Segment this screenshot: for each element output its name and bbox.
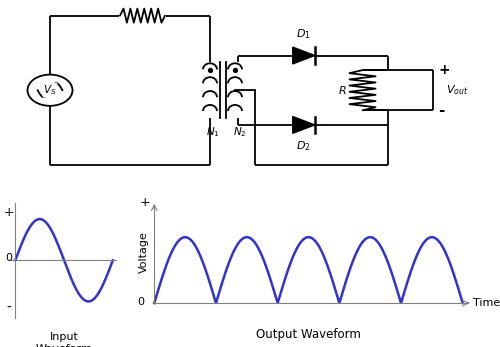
Text: +: +	[438, 63, 450, 77]
Text: $V_{out}$: $V_{out}$	[446, 83, 469, 97]
Text: Output Waveform: Output Waveform	[256, 328, 361, 341]
Text: $D_2$: $D_2$	[296, 139, 311, 153]
Text: -: -	[6, 301, 11, 315]
Text: $D_1$: $D_1$	[296, 27, 311, 41]
Text: 0: 0	[5, 253, 12, 263]
Text: $N_2$: $N_2$	[233, 126, 247, 139]
Text: 0: 0	[138, 297, 144, 307]
Text: +: +	[4, 206, 14, 219]
Text: Input
Waveform: Input Waveform	[36, 332, 92, 347]
Polygon shape	[292, 47, 315, 64]
Text: +: +	[139, 196, 150, 209]
Polygon shape	[292, 117, 315, 133]
Text: $N_1$: $N_1$	[206, 126, 220, 139]
Text: $R$: $R$	[338, 84, 346, 96]
Text: Time  →: Time →	[474, 298, 500, 308]
Text: $V_S$: $V_S$	[44, 83, 57, 97]
Text: $R_S$: $R_S$	[136, 0, 149, 2]
Text: -: -	[438, 103, 445, 118]
Text: Voltage: Voltage	[139, 231, 149, 273]
